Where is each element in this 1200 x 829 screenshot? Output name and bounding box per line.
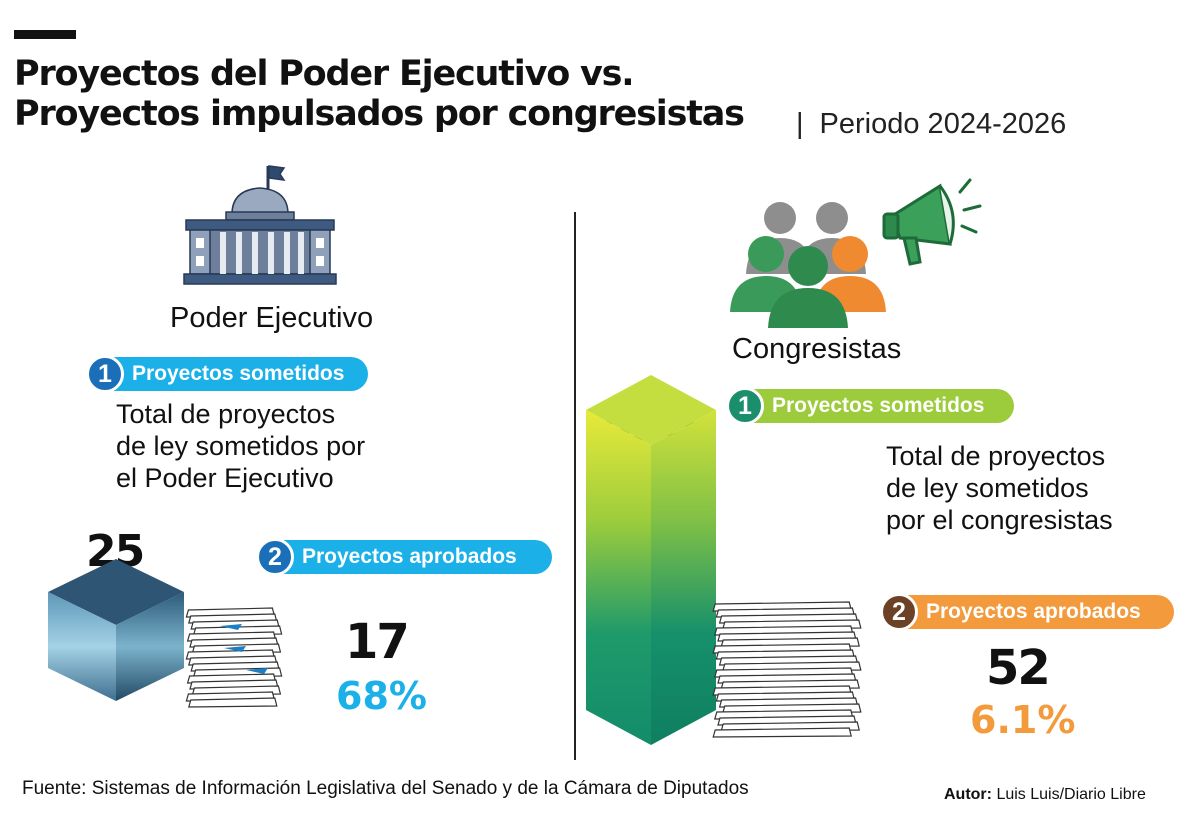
period-text: Periodo 2024-2026 <box>819 108 1067 140</box>
executive-submitted-step-number: 1 <box>86 355 124 393</box>
title-line-2: Proyectos impulsados por congresistas <box>14 94 745 134</box>
executive-approved-pill: 2 Proyectos aprobados <box>256 538 552 576</box>
executive-approval-rate: 68% <box>336 674 427 718</box>
congress-desc-line-3: por el congresistas <box>886 505 1113 535</box>
center-divider <box>574 212 576 760</box>
executive-document-stack-icon <box>185 607 283 708</box>
executive-approved-value: 17 <box>345 614 410 670</box>
author-name: Luis Luis/Diario Libre <box>996 786 1146 803</box>
congress-desc-line-1: Total de proyectos <box>886 441 1106 471</box>
executive-submitted-description: Total de proyectos de ley sometidos por … <box>116 398 365 494</box>
megaphone-icon <box>882 178 982 266</box>
congress-section-title: Congresistas <box>732 333 902 365</box>
author-credit: Autor: Luis Luis/Diario Libre <box>944 786 1146 804</box>
executive-submitted-bar <box>48 559 184 701</box>
congress-submitted-label: Proyectos sometidos <box>772 394 985 417</box>
congress-approved-value: 52 <box>986 640 1051 696</box>
congress-approval-rate: 6.1% <box>970 698 1076 742</box>
executive-submitted-pill: 1 Proyectos sometidos <box>86 355 368 393</box>
title-line-1: Proyectos del Poder Ejecutivo vs. <box>14 54 635 94</box>
executive-submitted-label: Proyectos sometidos <box>132 362 345 385</box>
executive-section-title: Poder Ejecutivo <box>170 302 374 334</box>
executive-approved-label: Proyectos aprobados <box>302 545 517 568</box>
period-label: | Periodo 2024-2026 <box>796 108 1066 141</box>
executive-approved-step-number: 2 <box>256 538 294 576</box>
congress-submitted-description: Total de proyectos de ley sometidos por … <box>886 440 1113 536</box>
government-building-icon <box>183 165 337 285</box>
congress-submitted-step-number: 1 <box>726 387 764 425</box>
executive-desc-line-2: de ley sometidos por <box>116 431 366 461</box>
page-title: Proyectos del Poder Ejecutivo vs. Proyec… <box>14 54 745 134</box>
congress-approved-pill: 2 Proyectos aprobados <box>880 593 1174 631</box>
congress-approved-label: Proyectos aprobados <box>926 600 1141 623</box>
executive-desc-line-1: Total de proyectos <box>116 399 336 429</box>
congress-submitted-bar <box>586 375 716 745</box>
source-note: Fuente: Sistemas de Información Legislat… <box>22 778 749 799</box>
congress-people-icon <box>730 202 886 328</box>
congress-desc-line-2: de ley sometidos <box>886 473 1089 503</box>
period-separator: | <box>796 108 804 140</box>
author-label: Autor: <box>944 786 992 803</box>
title-accent-bar <box>14 30 76 39</box>
congress-approved-step-number: 2 <box>880 593 918 631</box>
congress-submitted-pill: 1 Proyectos sometidos <box>726 387 1014 425</box>
congress-document-stack-icon <box>712 601 862 738</box>
executive-desc-line-3: el Poder Ejecutivo <box>116 463 334 493</box>
